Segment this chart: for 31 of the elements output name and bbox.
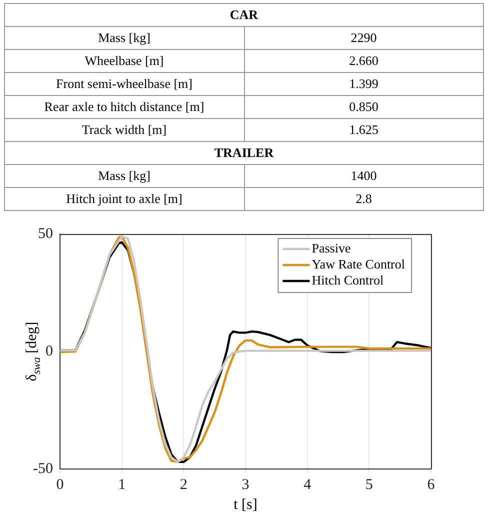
text: 2290: [350, 30, 377, 45]
legend-label: Yaw Rate Control: [312, 256, 406, 272]
legend-label: Hitch Control: [312, 272, 384, 288]
y-tick-label: 50: [38, 226, 53, 242]
x-tick-label: 3: [242, 476, 250, 493]
category-label: Rear axle to hitch distance [m]: [4, 96, 244, 118]
text: 1.625: [349, 122, 378, 137]
y-tick-label: -50: [32, 460, 53, 477]
category-label: Mass [kg]: [4, 164, 244, 188]
x-tick-label: 6: [427, 476, 436, 493]
text: TRAILER: [4, 142, 484, 164]
x-tick-label: 4: [304, 476, 312, 493]
x-axis-title: t [s]: [234, 497, 258, 513]
text: 0.850: [349, 99, 378, 114]
x-tick-label: 5: [365, 476, 373, 493]
y-axis-title: δswa [deg]: [24, 322, 43, 382]
text: 2.660: [349, 53, 378, 68]
category-label: Mass [kg]: [4, 26, 244, 50]
category-label: Track width [m]: [4, 118, 244, 142]
x-tick-label: 0: [56, 476, 64, 493]
category-label: Hitch joint to axle [m]: [4, 188, 244, 210]
category-label: Front semi-wheelbase [m]: [4, 72, 244, 96]
legend-label: Passive: [312, 240, 351, 256]
text: 1400: [350, 168, 377, 183]
x-tick-label: 1: [118, 476, 126, 493]
text: CAR: [4, 4, 484, 26]
category-label: Wheelbase [m]: [4, 50, 244, 72]
y-tick-label: 0: [45, 343, 53, 360]
x-tick-label: 2: [180, 476, 188, 493]
text: 2.8: [356, 191, 372, 206]
text: 1.399: [349, 76, 378, 91]
